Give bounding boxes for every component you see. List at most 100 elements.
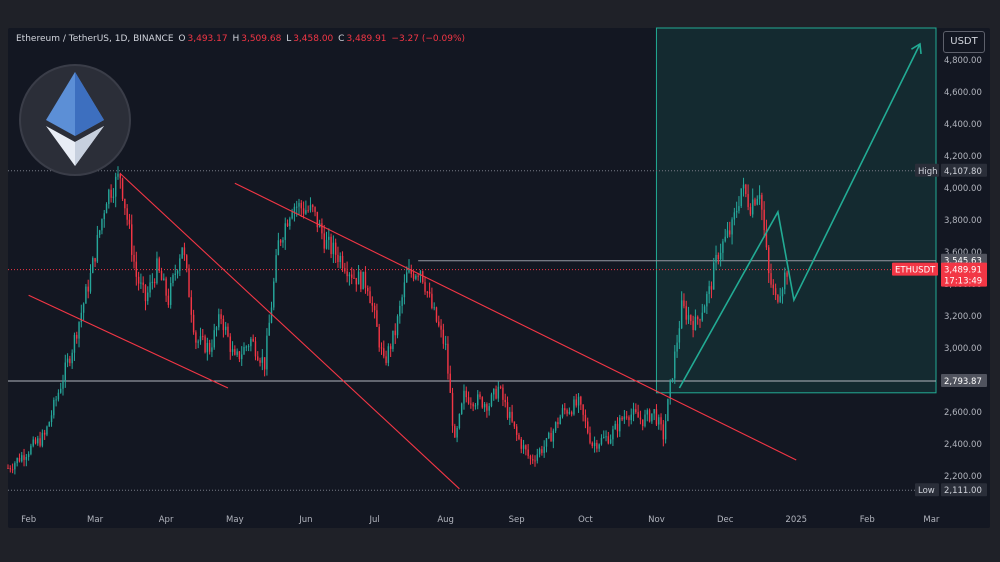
- candle-body: [509, 411, 511, 418]
- candle-body: [9, 468, 12, 470]
- candle-body: [119, 173, 121, 179]
- candle-body: [66, 358, 69, 363]
- candle-body: [296, 206, 298, 208]
- candle-body: [179, 258, 181, 271]
- candle-body: [87, 286, 89, 292]
- x-tick-label: 2025: [785, 515, 807, 525]
- candle-body: [525, 445, 527, 450]
- candle-body: [344, 268, 346, 272]
- candle-body: [385, 356, 387, 363]
- candle-body: [696, 316, 699, 320]
- candle-body: [257, 356, 259, 361]
- candle-body: [493, 388, 495, 395]
- candle-body: [777, 295, 779, 302]
- resistance-price-tag-text: 3,545.63: [944, 257, 982, 267]
- candle-body: [43, 432, 46, 435]
- candle-body: [600, 437, 603, 445]
- y-tick-label: 4,600.00: [944, 88, 982, 98]
- candle-body: [552, 430, 555, 442]
- candle-body: [128, 219, 131, 225]
- candle-body: [667, 398, 669, 422]
- candle-body: [559, 416, 561, 425]
- candle-body: [479, 394, 481, 398]
- candle-body: [447, 343, 449, 374]
- candle-body: [218, 314, 220, 328]
- low-label: L: [286, 34, 292, 44]
- candle-body: [435, 307, 438, 322]
- candle-body: [655, 409, 658, 425]
- candle-body: [231, 349, 234, 352]
- candle-body: [543, 446, 545, 453]
- candle-body: [149, 282, 151, 293]
- candle-body: [14, 463, 16, 470]
- candle-body: [410, 269, 412, 274]
- trendline-3: [234, 182, 797, 461]
- candle-body: [167, 295, 170, 305]
- candle-body: [108, 189, 110, 205]
- candle-body: [779, 296, 781, 302]
- candle-body: [213, 330, 215, 348]
- candle-body: [442, 329, 445, 344]
- candle-body: [662, 424, 665, 440]
- candle-body: [197, 341, 199, 343]
- candle-body: [639, 417, 642, 420]
- candle-body: [658, 417, 660, 425]
- candle-body: [373, 305, 376, 311]
- candle-body: [527, 449, 529, 456]
- candle-body: [325, 239, 328, 249]
- candle-body: [529, 455, 532, 460]
- candle-body: [114, 176, 117, 197]
- candle-body: [137, 276, 140, 284]
- candle-body: [440, 325, 442, 330]
- candle-body: [7, 468, 9, 469]
- candle-body: [300, 202, 303, 209]
- candle-body: [456, 428, 458, 438]
- candle-body: [41, 432, 44, 446]
- candle-body: [463, 390, 465, 404]
- candle-body: [380, 347, 383, 349]
- candle-body: [625, 416, 628, 418]
- open-label: O: [178, 34, 186, 44]
- candle-body: [321, 223, 323, 234]
- candle-body: [470, 403, 472, 405]
- candle-body: [57, 392, 60, 400]
- candle-body: [192, 314, 195, 333]
- candle-body: [454, 425, 456, 438]
- candle-body: [305, 210, 307, 214]
- candle-body: [747, 194, 749, 208]
- candle-body: [616, 423, 619, 432]
- candle-body: [729, 230, 731, 235]
- candle-body: [623, 416, 626, 420]
- candle-body: [591, 442, 594, 447]
- candle-body: [451, 392, 454, 426]
- candle-body: [587, 421, 589, 433]
- candle-body: [98, 230, 101, 235]
- candle-body: [784, 272, 786, 290]
- candle-body: [275, 255, 277, 282]
- candle-body: [511, 411, 513, 422]
- x-tick-label: May: [226, 515, 244, 525]
- candle-body: [353, 277, 355, 279]
- x-tick-label: Aug: [437, 515, 454, 525]
- candle-body: [653, 409, 655, 414]
- candle-body: [419, 271, 422, 276]
- candle-body: [37, 438, 39, 444]
- candle-body: [396, 316, 399, 336]
- candle-body: [660, 417, 662, 425]
- candle-body: [646, 410, 648, 415]
- candle-body: [376, 310, 378, 327]
- symbol-label-text: ETHUSDT: [895, 266, 936, 276]
- candle-body: [497, 386, 500, 399]
- candle-body: [488, 406, 490, 411]
- support-price-tag: [941, 373, 987, 387]
- candle-body: [85, 286, 87, 304]
- ethereum-icon-shade: [75, 72, 104, 136]
- candle-body: [367, 287, 369, 292]
- candle-body: [202, 336, 204, 338]
- candle-body: [438, 321, 440, 326]
- currency-button[interactable]: USDT: [943, 31, 985, 53]
- candle-body: [763, 209, 765, 231]
- candle-body: [224, 326, 227, 331]
- candle-body: [506, 402, 509, 418]
